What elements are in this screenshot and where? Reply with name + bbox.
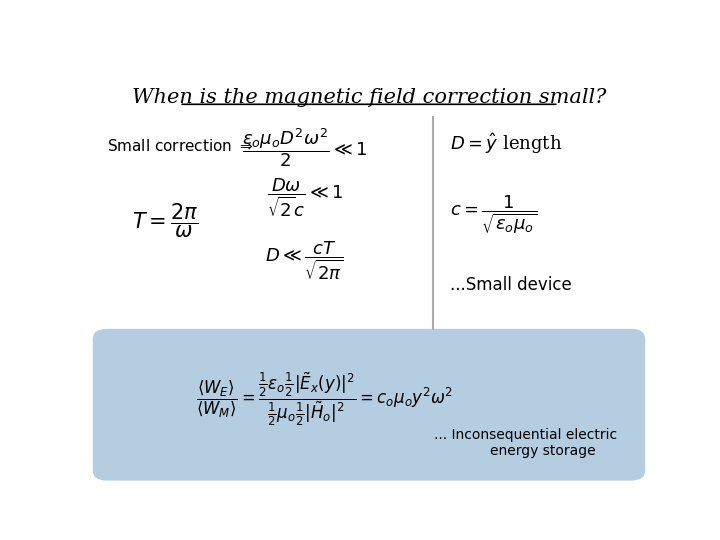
Text: $D \ll \dfrac{cT}{\sqrt{2\pi}}$: $D \ll \dfrac{cT}{\sqrt{2\pi}}$ xyxy=(266,239,344,282)
Text: $D = \hat{y}$ length: $D = \hat{y}$ length xyxy=(450,131,562,156)
Text: Small correction $\Rightarrow$: Small correction $\Rightarrow$ xyxy=(107,138,253,154)
Text: $\dfrac{\epsilon_o \mu_o D^2 \omega^2}{2} \ll 1$: $\dfrac{\epsilon_o \mu_o D^2 \omega^2}{2… xyxy=(242,126,368,170)
Text: ...Small device: ...Small device xyxy=(450,276,572,294)
FancyBboxPatch shape xyxy=(93,329,645,481)
Text: $c = \dfrac{1}{\sqrt{\epsilon_o \mu_o}}$: $c = \dfrac{1}{\sqrt{\epsilon_o \mu_o}}$ xyxy=(450,193,537,236)
Text: $\dfrac{D\omega}{\sqrt{2}c} \ll 1$: $\dfrac{D\omega}{\sqrt{2}c} \ll 1$ xyxy=(266,177,343,219)
Text: When is the magnetic field correction small?: When is the magnetic field correction sm… xyxy=(132,87,606,107)
Text: $T = \dfrac{2\pi}{\omega}$: $T = \dfrac{2\pi}{\omega}$ xyxy=(132,201,199,240)
Text: $\dfrac{\langle W_E \rangle}{\langle W_M \rangle} = \dfrac{\frac{1}{2}\epsilon_o: $\dfrac{\langle W_E \rangle}{\langle W_M… xyxy=(196,371,453,428)
Text: ... Inconsequential electric
        energy storage: ... Inconsequential electric energy stor… xyxy=(433,428,617,458)
